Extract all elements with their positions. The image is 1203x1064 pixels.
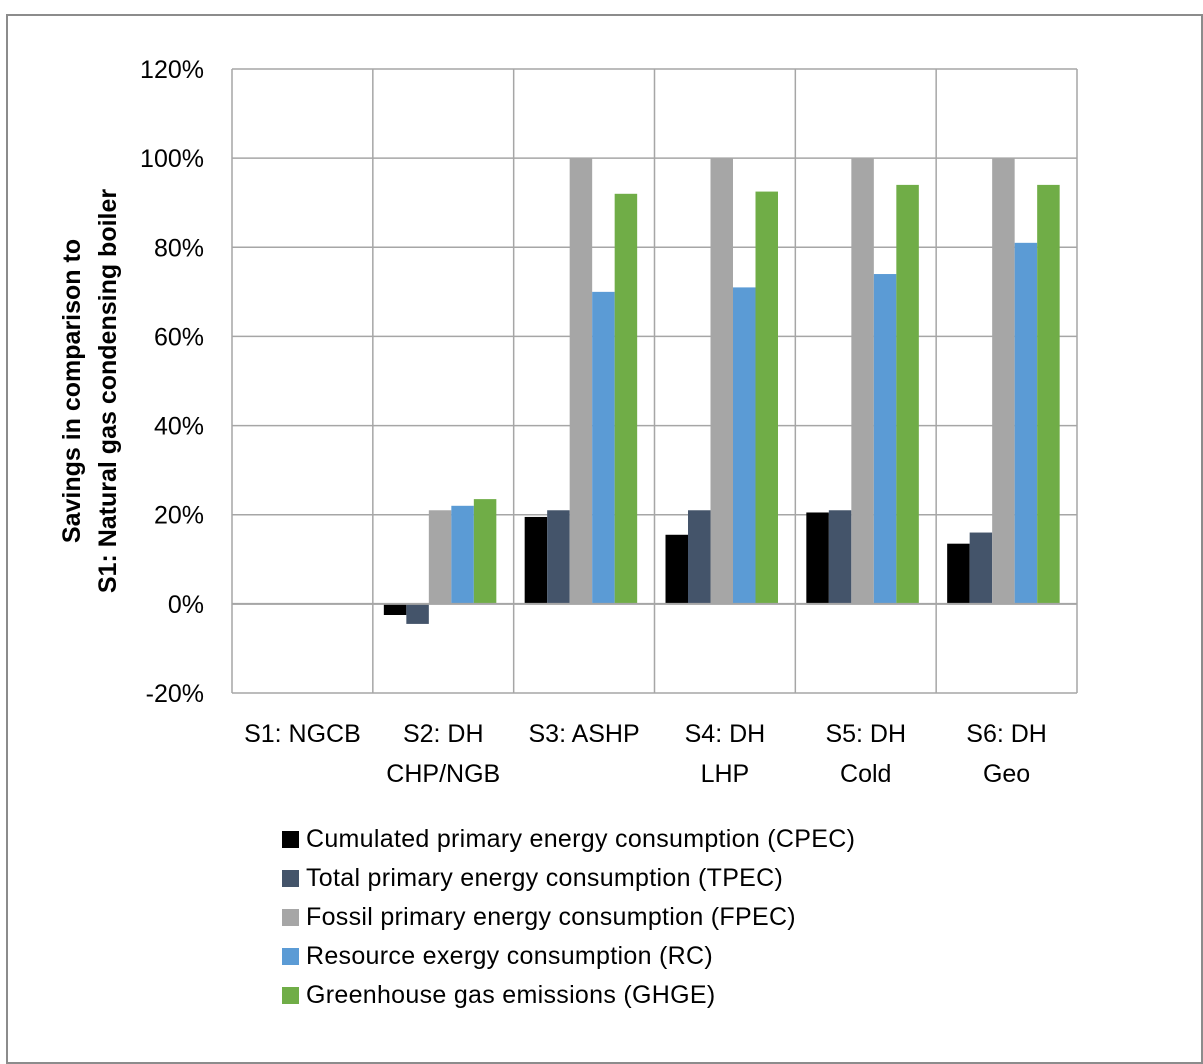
y-tick-label: 20% — [154, 502, 204, 530]
x-tick-label: S1: NGCB — [244, 720, 361, 748]
x-tick-label: S5: DH — [825, 720, 906, 748]
y-tick-label: 100% — [140, 145, 204, 173]
y-tick-label: 40% — [154, 413, 204, 441]
legend-item: Fossil primary energy consumption (FPEC) — [282, 898, 855, 937]
bar-1-2 — [383, 603, 407, 615]
bar-4-5 — [873, 274, 897, 604]
bar-2-4 — [688, 510, 711, 604]
legend-swatch — [282, 909, 299, 926]
bar-3-2 — [428, 510, 452, 604]
x-tick-label: S2: DH — [403, 720, 484, 748]
x-tick-label: Cold — [840, 760, 891, 788]
y-tick-label: 60% — [154, 323, 204, 351]
y-tick-label: -20% — [146, 680, 204, 708]
y-tick-label: 120% — [140, 56, 204, 84]
x-tick-label: LHP — [701, 760, 750, 788]
y-tick-label: 80% — [154, 234, 204, 262]
bars — [383, 158, 1060, 624]
legend-item: Resource exergy consumption (RC) — [282, 937, 855, 976]
bar-5-2 — [473, 499, 497, 604]
legend-swatch — [282, 831, 299, 848]
bar-2-5 — [828, 510, 852, 604]
legend-swatch — [282, 987, 299, 1004]
bar-2-3 — [547, 510, 570, 604]
bar-1-3 — [524, 516, 548, 604]
x-tick-label: S3: ASHP — [528, 720, 639, 748]
x-tick-labels: S1: NGCB S2: DH CHP/NGB S3: ASHP S4: DH LHP S5… — [244, 720, 1047, 788]
bar-5-5 — [896, 184, 919, 604]
bar-3-6 — [992, 158, 1015, 604]
legend-item: Greenhouse gas emissions (GHGE) — [282, 976, 855, 1015]
bar-4-6 — [1014, 242, 1038, 604]
bar-2-2 — [406, 603, 429, 624]
bar-3-5 — [851, 158, 874, 604]
x-tick-label: S4: DH — [685, 720, 766, 748]
y-axis-label-line: S1: Natural gas condensing boiler — [94, 189, 122, 594]
legend-label: Cumulated primary energy consumption (CP… — [306, 825, 856, 853]
x-tick-label: S6: DH — [966, 720, 1047, 748]
legend-label: Greenhouse gas emissions (GHGE) — [306, 981, 716, 1009]
bar-4-2 — [451, 505, 474, 604]
y-tick-label: 0% — [168, 591, 204, 619]
bar-2-6 — [969, 532, 993, 604]
x-tick-label: Geo — [983, 760, 1030, 788]
y-tick-labels: -20% 0% 20% 40% 60% 80% 100% 120% — [140, 56, 204, 708]
y-axis-label: Savings in comparison to S1: Natural gas … — [58, 189, 122, 594]
bar-3-3 — [569, 158, 593, 604]
bar-4-3 — [592, 291, 615, 604]
bar-3-4 — [710, 158, 733, 604]
legend-item: Cumulated primary energy consumption (CP… — [282, 820, 855, 859]
legend-swatch — [282, 870, 299, 887]
bar-5-4 — [755, 191, 778, 604]
bar-5-6 — [1037, 184, 1060, 604]
bar-1-4 — [665, 534, 688, 604]
legend-item: Total primary energy consumption (TPEC) — [282, 859, 855, 898]
legend-swatch — [282, 948, 299, 965]
bar-1-5 — [806, 512, 829, 604]
y-axis-label-line: Savings in comparison to — [58, 239, 86, 543]
x-tick-label: CHP/NGB — [386, 760, 500, 788]
bar-1-6 — [947, 543, 970, 604]
legend: Cumulated primary energy consumption (CP… — [282, 820, 855, 1015]
legend-label: Total primary energy consumption (TPEC) — [306, 864, 784, 892]
legend-label: Resource exergy consumption (RC) — [306, 942, 713, 970]
legend-label: Fossil primary energy consumption (FPEC) — [306, 903, 796, 931]
bar-4-4 — [733, 287, 756, 604]
bar-5-3 — [614, 193, 638, 604]
